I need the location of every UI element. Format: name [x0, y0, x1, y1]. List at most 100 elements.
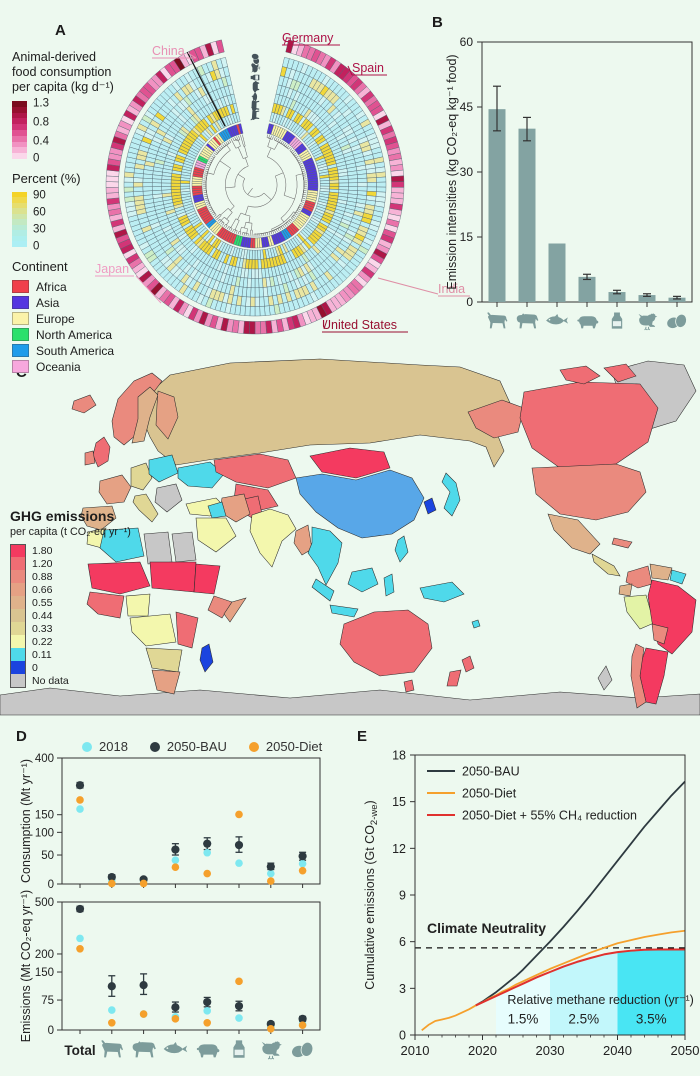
region-venezuela	[649, 563, 673, 581]
d-y-axis-label-1: Emissions (Mt CO₂-eq yr⁻¹)	[19, 890, 33, 1042]
map-legend-bin: 0.55	[10, 596, 150, 609]
point-bau-pig	[203, 839, 212, 848]
y-tick: 30	[460, 165, 474, 179]
region-eastafrica	[175, 611, 199, 649]
continent-item: Asia	[12, 295, 162, 311]
panel-label-e: E	[357, 728, 368, 745]
country-label-germany: Germany	[282, 31, 334, 45]
region-mexico	[547, 513, 601, 555]
region-somalia	[223, 597, 247, 623]
point-bau-milk	[234, 1001, 244, 1011]
country-label-united-states: United States	[322, 318, 397, 332]
region-myanmar	[293, 524, 313, 556]
region-germany	[130, 462, 153, 491]
region-algeria	[99, 527, 145, 563]
bar-pig	[578, 276, 596, 302]
e-x-tick: 2050	[671, 1043, 700, 1058]
map-legend: GHG emissions per capita (t CO₂-eq yr⁻¹)…	[10, 508, 150, 688]
legend-item-2050-bau: 2050-BAU	[149, 739, 227, 754]
continent-item: South America	[12, 343, 162, 359]
region-sudan	[193, 563, 221, 595]
bars	[488, 85, 686, 303]
e-x-tick: 2040	[603, 1043, 632, 1058]
b-y-axis-label: Emission intensities (kg CO₂-eq kg⁻¹ foo…	[445, 54, 459, 289]
map-legend-bin: 0	[10, 661, 150, 674]
chicken-icon	[638, 313, 658, 331]
region-balkans	[154, 483, 183, 513]
point-diet-Total	[76, 944, 84, 953]
region-antarctica	[0, 687, 700, 716]
consumption-ring	[105, 39, 405, 335]
point-bau-milk	[234, 840, 244, 850]
point-bau-Total	[75, 904, 85, 914]
percent-colorbar: 90 60 30 0	[12, 189, 162, 252]
circular-heatmap: China Germany Spain India United States Japan	[95, 31, 470, 335]
e-legend-label: 2050-Diet + 55% CH₄ reduction	[462, 809, 637, 823]
country-label-spain: Spain	[352, 61, 384, 75]
panel-label-d: D	[16, 728, 27, 745]
panel-label-a: A	[55, 22, 66, 39]
region-korea	[423, 497, 437, 515]
band-1.5%	[496, 972, 550, 1035]
point-bau-fish	[171, 845, 180, 854]
continent-item: Europe	[12, 311, 162, 327]
region-saudi	[195, 517, 237, 553]
fish-icon	[163, 1041, 188, 1054]
point-diet-cattle	[139, 1010, 148, 1018]
point-diet-fish	[171, 1015, 180, 1023]
region-canada	[519, 381, 659, 469]
region-chad	[149, 561, 197, 593]
x-label-total: Total	[64, 1043, 95, 1058]
china-marker-line	[186, 51, 226, 127]
point-diet-Total	[76, 796, 84, 804]
line-2050-Diet	[421, 929, 686, 1032]
region-alaska	[467, 399, 525, 439]
continent-item: North America	[12, 327, 162, 343]
region-bolivia	[651, 623, 669, 645]
continent-legend-items: Africa Asia Europe North America South Ameri…	[12, 279, 162, 375]
point-diet-eggs	[298, 866, 307, 875]
goat-icon	[250, 109, 260, 121]
point-bau-pig	[203, 997, 212, 1007]
colorbar-tick: 0	[33, 152, 40, 165]
d-y-tick: 500	[35, 897, 54, 909]
point-diet-milk	[235, 810, 243, 819]
region-antarctic_peninsula	[597, 665, 613, 691]
continent-item: Oceania	[12, 359, 162, 375]
continent-ring	[191, 123, 319, 249]
region-iceland	[71, 394, 97, 414]
panel-a-legend: Animal-derived food consumption per capi…	[12, 50, 162, 375]
region-seasia	[307, 526, 343, 586]
pig-icon	[196, 1044, 220, 1058]
point-bau-goat	[107, 872, 116, 882]
colorbar-tick: 0	[33, 240, 40, 253]
region-usa	[531, 463, 647, 521]
e-y-tick: 15	[392, 795, 406, 809]
point-diet-goat	[108, 879, 116, 888]
band-label-3.5%: 3.5%	[636, 1011, 667, 1026]
region-france	[98, 474, 132, 505]
map-legend-bin: 0.22	[10, 635, 150, 648]
pig-icon	[577, 316, 599, 329]
region-tasmania	[403, 679, 415, 693]
point-2018-fish	[171, 856, 180, 865]
map-legend-bin: 0.33	[10, 622, 150, 635]
world-map-ghg-emissions	[0, 358, 700, 716]
point-diet-chicken	[267, 877, 275, 885]
region-sweden	[131, 386, 159, 444]
legend-dot-2050-bau	[149, 741, 160, 752]
bar-milk	[608, 292, 626, 302]
chicken-icon	[261, 1040, 283, 1060]
point-2018-milk	[235, 1014, 243, 1022]
climate-neutrality-label: Climate Neutrality	[427, 920, 546, 936]
region-cuba	[611, 537, 633, 549]
map-legend-bin: 1.20	[10, 557, 150, 570]
region-borneo	[347, 567, 379, 593]
region-mongolia	[309, 447, 391, 479]
colorbar-tick: 60	[33, 206, 46, 219]
methane-title: Relative methane reduction (yr⁻¹)	[507, 993, 694, 1007]
point-2018-Total	[76, 805, 84, 813]
d-y-tick: 200	[35, 949, 54, 961]
colorbar-tick: 0.4	[33, 135, 49, 148]
